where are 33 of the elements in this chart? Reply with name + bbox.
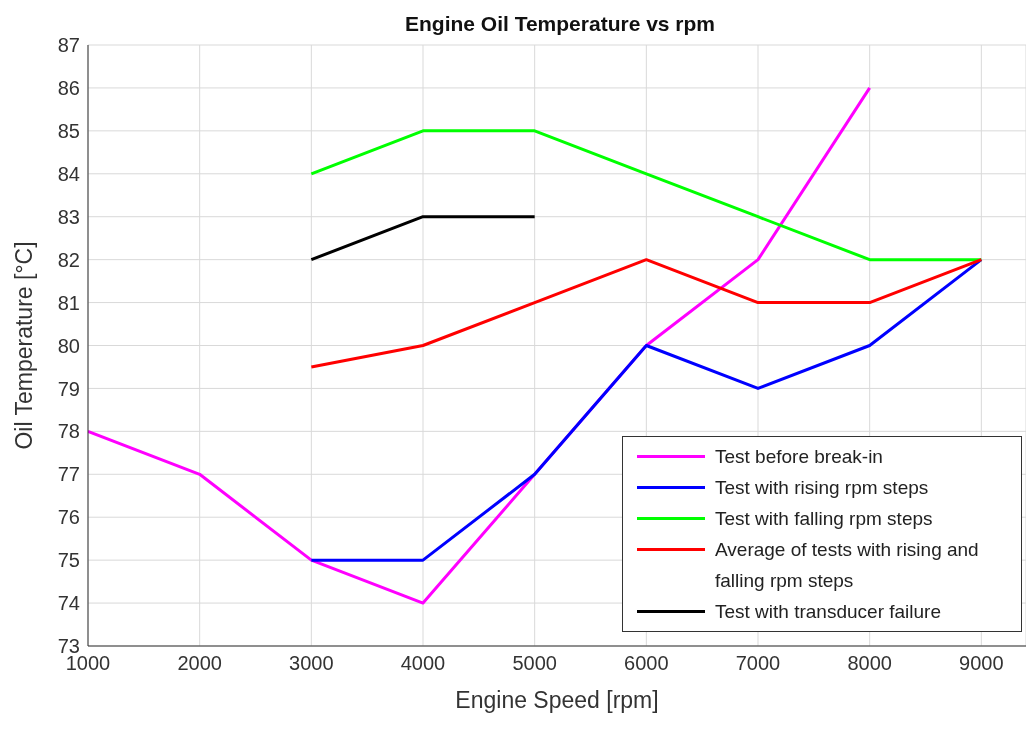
y-tick-label: 86 xyxy=(57,77,80,100)
legend-label: Average of tests with rising and falling rpm steps xyxy=(715,538,980,593)
legend-label: Test with falling rpm steps xyxy=(715,507,933,531)
y-tick-label: 75 xyxy=(57,549,80,572)
line-series xyxy=(309,129,983,262)
y-tick-label: 85 xyxy=(57,119,80,142)
y-tick-label: 81 xyxy=(57,291,80,314)
x-tick-label: 6000 xyxy=(624,652,669,675)
y-tick-label: 87 xyxy=(57,34,80,57)
y-tick-label: 78 xyxy=(57,420,80,443)
y-tick-label: 74 xyxy=(57,592,80,615)
y-tick-label: 79 xyxy=(57,377,80,400)
y-tick-label: 83 xyxy=(57,205,80,228)
legend-label: Test with rising rpm steps xyxy=(715,476,929,500)
x-tick-label: 4000 xyxy=(400,652,446,675)
y-tick-label: 77 xyxy=(57,463,80,486)
y-axis-title: Oil Temperature [°C] xyxy=(11,241,38,450)
x-tick-label: 2000 xyxy=(177,652,222,675)
legend-label: Test with transducer failure xyxy=(715,600,941,624)
x-tick-label: 8000 xyxy=(847,652,892,675)
y-tick-label: 84 xyxy=(57,162,80,185)
line-series xyxy=(309,258,983,369)
legend-label: Test before break-in xyxy=(715,445,883,469)
x-tick-label: 1000 xyxy=(65,652,111,675)
chart-title: Engine Oil Temperature vs rpm xyxy=(404,12,716,36)
y-tick-label: 80 xyxy=(57,334,80,357)
y-tick-label: 82 xyxy=(57,248,80,271)
x-axis-title: Engine Speed [rpm] xyxy=(455,687,659,713)
x-tick-label: 7000 xyxy=(735,652,781,675)
x-tick-label: 5000 xyxy=(512,652,557,675)
y-tick-label: 76 xyxy=(57,506,80,529)
x-tick-label: 3000 xyxy=(289,652,334,675)
x-tick-label: 9000 xyxy=(959,652,1004,675)
